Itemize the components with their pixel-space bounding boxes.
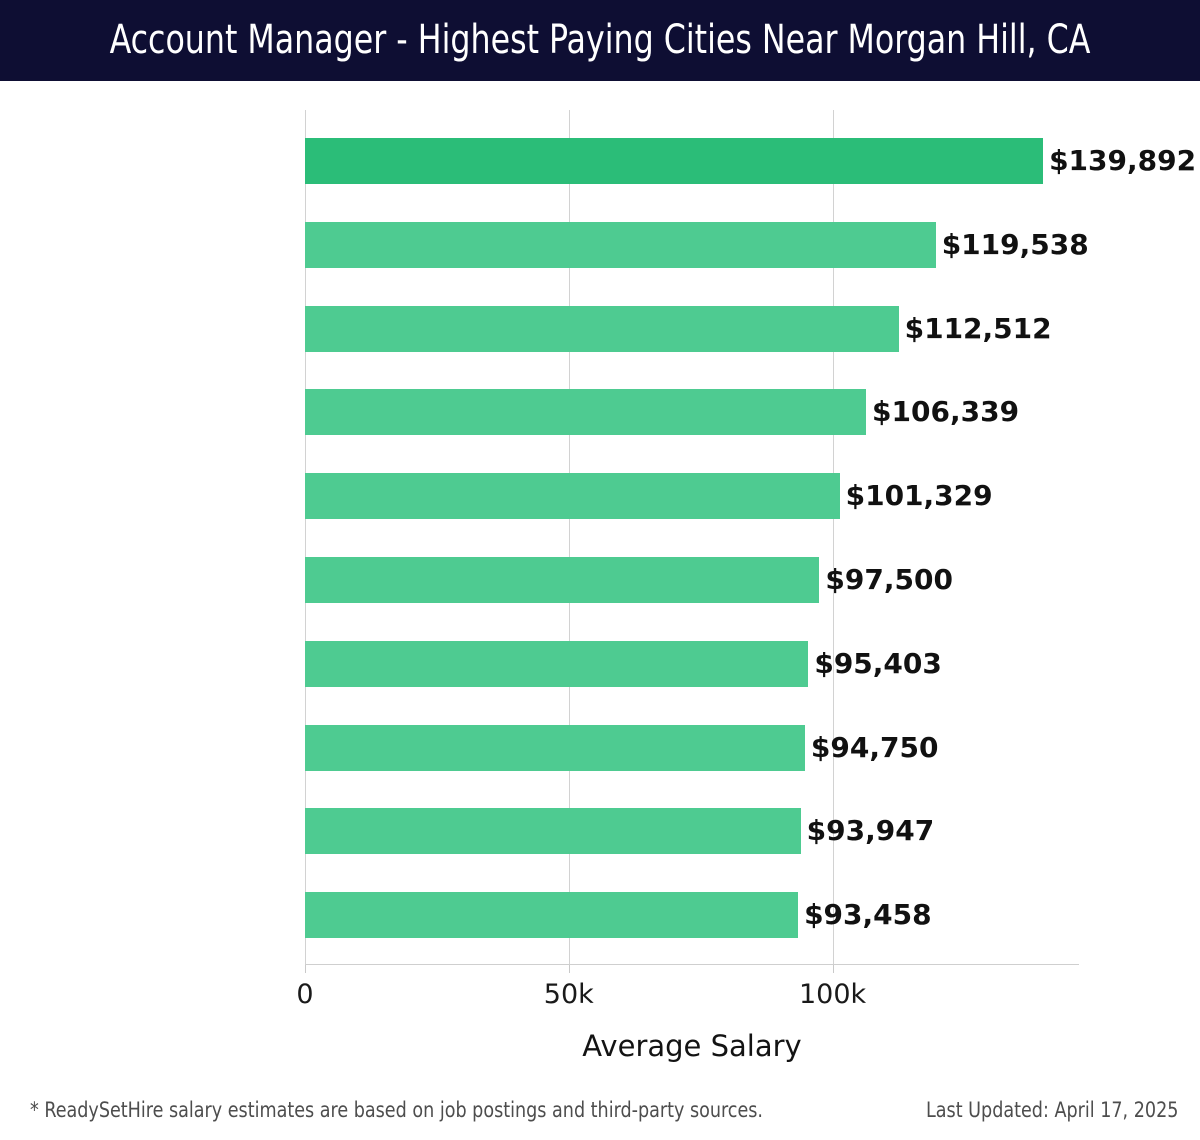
gridline (832, 110, 834, 964)
x-axis-tick (305, 964, 306, 973)
gridline (568, 110, 570, 964)
bar[interactable] (305, 389, 867, 436)
bar[interactable] (305, 892, 799, 939)
x-axis-tick (568, 964, 570, 973)
bar[interactable] (305, 221, 936, 268)
bar-value-label: $93,458 (804, 898, 932, 932)
bar-row: San Jose, CA$93,458 (305, 892, 1079, 939)
footer-last-updated: Last Updated: April 17, 2025 (925, 1098, 1178, 1122)
x-axis-line (305, 964, 1079, 965)
bar-row: Santa Clara, CA$139,892 (305, 138, 1196, 184)
bar[interactable] (305, 473, 840, 520)
bar-value-label: $101,329 (845, 479, 993, 513)
x-axis-tick-label: 100k (799, 979, 867, 1010)
footer-disclaimer: * ReadySetHire salary estimates are base… (30, 1098, 763, 1122)
bar-row: Mountain View, CA$106,339 (305, 389, 1079, 436)
bar-row: Los Gatos, CA$97,500 (305, 557, 1079, 603)
x-axis-tick-label: 0 (296, 979, 314, 1010)
bar-row: Fremont, CA$95,403 (305, 640, 1079, 687)
chart-header: Account Manager - Highest Paying Cities … (0, 0, 1200, 81)
bar-value-label: $93,947 (806, 814, 935, 848)
bar[interactable] (305, 724, 805, 771)
bar[interactable] (305, 305, 899, 352)
x-axis-title: Average Salary (582, 1029, 802, 1063)
bar-value-label: $95,403 (814, 646, 942, 680)
bar-value-label: $119,538 (941, 227, 1089, 261)
bar-value-label: $139,892 (1049, 144, 1197, 177)
x-axis-tick (832, 964, 834, 973)
bar-value-label: $94,750 (810, 730, 939, 764)
bar-row: Palo Alto, CA$119,538 (305, 221, 1089, 268)
gridline (305, 110, 306, 964)
bar[interactable] (305, 808, 801, 855)
bar[interactable] (305, 138, 1044, 184)
x-axis-tick-label: 50k (543, 979, 594, 1010)
bar[interactable] (305, 557, 820, 603)
bar-value-label: $97,500 (825, 563, 953, 596)
bar-row: Castro Valley, CA$94,750 (305, 724, 1079, 771)
page-title: Account Manager - Highest Paying Cities … (109, 17, 1091, 63)
plot-area: 0 50k 100k Santa Clara, CA$139,892 Palo Alto… (296, 110, 1196, 1010)
bar-row: Sunnyvale, CA$101,329 (305, 473, 1079, 520)
bar[interactable] (305, 640, 809, 687)
bar-row: Cupertino, CA$112,512 (305, 305, 1079, 352)
bar-value-label: $106,339 (872, 395, 1020, 429)
bar-value-label: $112,512 (904, 311, 1052, 345)
bar-row: Pleasanton, CA$93,947 (305, 808, 1079, 855)
